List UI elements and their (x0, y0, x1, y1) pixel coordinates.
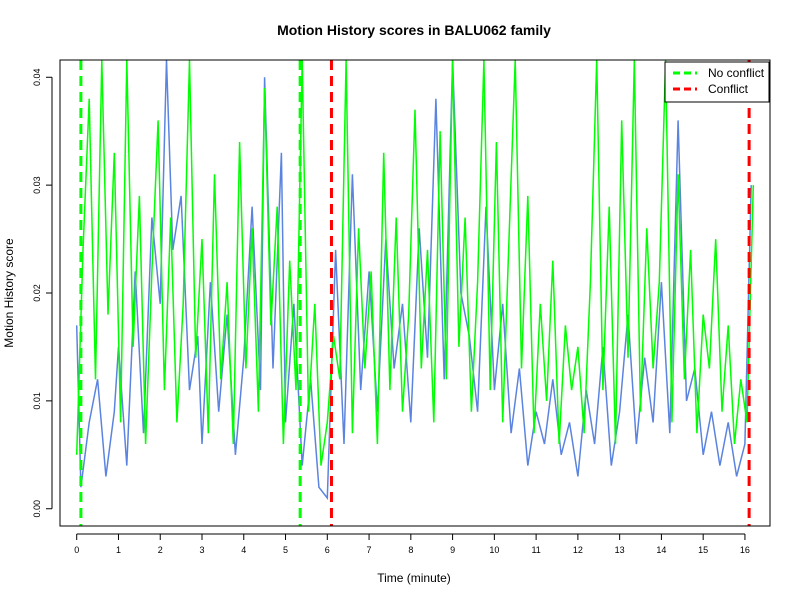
y-tick-label-0: 0.00 (32, 500, 42, 518)
x-tick-label-2: 2 (158, 545, 163, 555)
x-tick-label-12: 12 (573, 545, 583, 555)
x-axis-label: Time (minute) (377, 571, 451, 585)
x-tick-label-6: 6 (325, 545, 330, 555)
x-tick-label-15: 15 (698, 545, 708, 555)
legend: No conflict Conflict (664, 61, 770, 103)
y-axis-label: Motion History score (2, 238, 16, 348)
x-tick-label-10: 10 (489, 545, 499, 555)
y-axis: 0.00 0.01 0.02 0.03 0.04 (32, 68, 53, 518)
legend-conflict-label: Conflict (708, 82, 749, 96)
x-tick-label-1: 1 (116, 545, 121, 555)
legend-no-conflict-label: No conflict (708, 66, 765, 80)
chart-title: Motion History scores in BALU062 family (277, 22, 551, 38)
x-tick-label-14: 14 (656, 545, 666, 555)
x-axis: 0 1 2 3 4 5 6 7 8 9 10 11 12 13 14 15 16 (74, 533, 750, 555)
x-tick-label-3: 3 (199, 545, 204, 555)
y-tick-label-1: 0.01 (32, 392, 42, 410)
x-tick-label-0: 0 (74, 545, 79, 555)
x-tick-label-11: 11 (531, 545, 540, 555)
y-tick-label-3: 0.03 (32, 176, 42, 194)
x-tick-label-8: 8 (408, 545, 413, 555)
x-tick-label-13: 13 (615, 545, 625, 555)
x-tick-label-4: 4 (241, 545, 246, 555)
y-tick-label-2: 0.02 (32, 284, 42, 302)
series-line-0 (75, 59, 752, 501)
x-tick-label-7: 7 (367, 545, 372, 555)
x-tick-label-9: 9 (450, 545, 455, 555)
y-tick-label-4: 0.04 (32, 68, 42, 86)
plot-frame (59, 59, 771, 527)
x-tick-label-16: 16 (740, 545, 750, 555)
x-tick-label-5: 5 (283, 545, 288, 555)
vertical-lines-layer (79, 60, 751, 526)
legend-box (664, 61, 770, 103)
